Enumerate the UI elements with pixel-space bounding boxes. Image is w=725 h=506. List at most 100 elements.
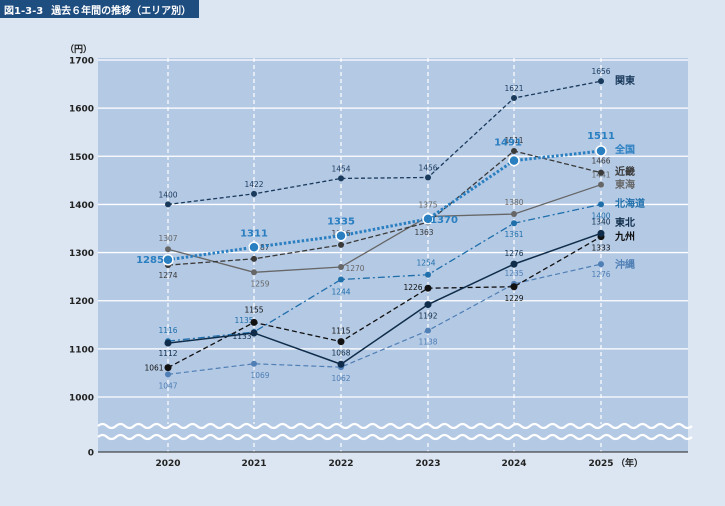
data-label: 1333: [591, 244, 610, 253]
data-label: 1285: [136, 255, 164, 266]
data-point: [164, 364, 172, 372]
data-point: [510, 283, 518, 291]
legend-label: 九州: [614, 230, 635, 243]
x-tick-label: 2022: [328, 459, 353, 469]
data-label: 1287: [250, 243, 269, 252]
figure-header: 図1-3-3 過去６年間の推移（エリア別）: [0, 0, 200, 18]
data-label: 1656: [591, 67, 610, 76]
data-label: 1062: [331, 374, 350, 383]
data-label: 1069: [250, 371, 269, 380]
data-point: [250, 329, 258, 337]
data-label: 1259: [250, 279, 269, 288]
y-tick-label: 0: [88, 449, 94, 459]
y-tick-label: 1500: [69, 153, 94, 163]
data-point: [338, 264, 344, 271]
data-label: 1235: [504, 269, 523, 278]
y-tick-label: 1700: [69, 57, 94, 67]
data-label: 1370: [430, 215, 458, 226]
data-point: [425, 271, 431, 278]
data-point: [595, 145, 607, 157]
plot-background: [98, 58, 688, 452]
data-point: [598, 181, 604, 188]
data-label: 1466: [591, 157, 610, 166]
axis-break-wave: [97, 433, 693, 441]
data-label: 1155: [244, 305, 263, 314]
data-point: [598, 261, 604, 268]
data-point: [251, 269, 257, 276]
data-label: 1229: [504, 294, 523, 303]
data-label: 1340: [591, 217, 610, 226]
data-point: [338, 241, 344, 248]
data-point: [598, 78, 604, 85]
data-label: 1363: [414, 228, 433, 237]
data-point: [422, 213, 434, 225]
data-point: [335, 229, 347, 242]
data-point: [250, 318, 258, 326]
data-point: [165, 201, 171, 208]
data-label: 1311: [240, 228, 268, 239]
x-axis-unit: （年）: [616, 457, 643, 469]
data-point: [511, 211, 517, 218]
x-tick-label: 2021: [241, 459, 266, 469]
data-label: 1226: [403, 283, 422, 292]
data-label: 1456: [418, 163, 437, 172]
data-point: [162, 254, 174, 266]
data-label: 1061: [144, 364, 163, 373]
axis-break-wave: [97, 422, 693, 430]
legend-label: 沖縄: [615, 258, 635, 271]
data-label: 1244: [331, 288, 350, 297]
y-axis-label: （円）: [65, 44, 92, 55]
data-label: 1307: [158, 234, 177, 243]
data-point: [511, 147, 517, 154]
x-tick-label: 2023: [415, 459, 440, 469]
data-label: 1115: [331, 327, 350, 336]
data-label: 1400: [158, 190, 177, 199]
data-point: [598, 169, 604, 176]
data-label: 1116: [158, 326, 177, 335]
series-line: [167, 236, 602, 369]
data-point: [424, 284, 432, 292]
y-tick-label: 1300: [69, 249, 94, 259]
legend-label: 東北: [615, 216, 635, 229]
series-line: [167, 263, 602, 375]
data-label: 1276: [504, 249, 523, 258]
data-point: [425, 327, 431, 334]
series-沖縄: 1047 1069 1062 1138 1235 1276 沖縄: [158, 258, 635, 390]
data-label: 1274: [158, 271, 177, 280]
data-point: [338, 175, 344, 182]
data-point: [165, 371, 171, 378]
data-label: 1068: [331, 348, 350, 357]
figure-number: 図1-3-3: [4, 5, 44, 17]
data-point: [425, 174, 431, 181]
data-label: 1511: [504, 136, 523, 145]
data-label: 1400: [591, 211, 610, 220]
y-tick-label: 1100: [69, 345, 94, 355]
legend-label: 関東: [615, 74, 635, 87]
data-label: 1138: [418, 338, 437, 347]
data-point: [511, 220, 517, 227]
data-label: 1454: [331, 164, 350, 173]
series-line: [167, 150, 602, 266]
data-point: [424, 301, 432, 309]
data-point: [337, 360, 345, 368]
data-label: 1422: [244, 180, 263, 189]
x-tick-label: 2024: [501, 459, 526, 469]
data-point: [337, 338, 345, 346]
y-tick-label: 1200: [69, 297, 94, 307]
data-point: [338, 276, 344, 283]
series-line: [167, 232, 602, 366]
series-東北: 1112 1133 1068 1192 1276 1340 東北: [158, 216, 635, 368]
data-label: 1270: [345, 264, 364, 273]
y-tick-label: 1000: [69, 394, 94, 404]
data-label: 1491: [494, 138, 522, 149]
series-line: [167, 184, 602, 273]
data-label: 1276: [591, 270, 610, 279]
series-line: [167, 203, 602, 342]
legend-label: 全国: [614, 143, 635, 156]
data-point: [598, 201, 604, 208]
data-label: 1133: [232, 332, 251, 341]
data-label: 1621: [504, 84, 523, 93]
